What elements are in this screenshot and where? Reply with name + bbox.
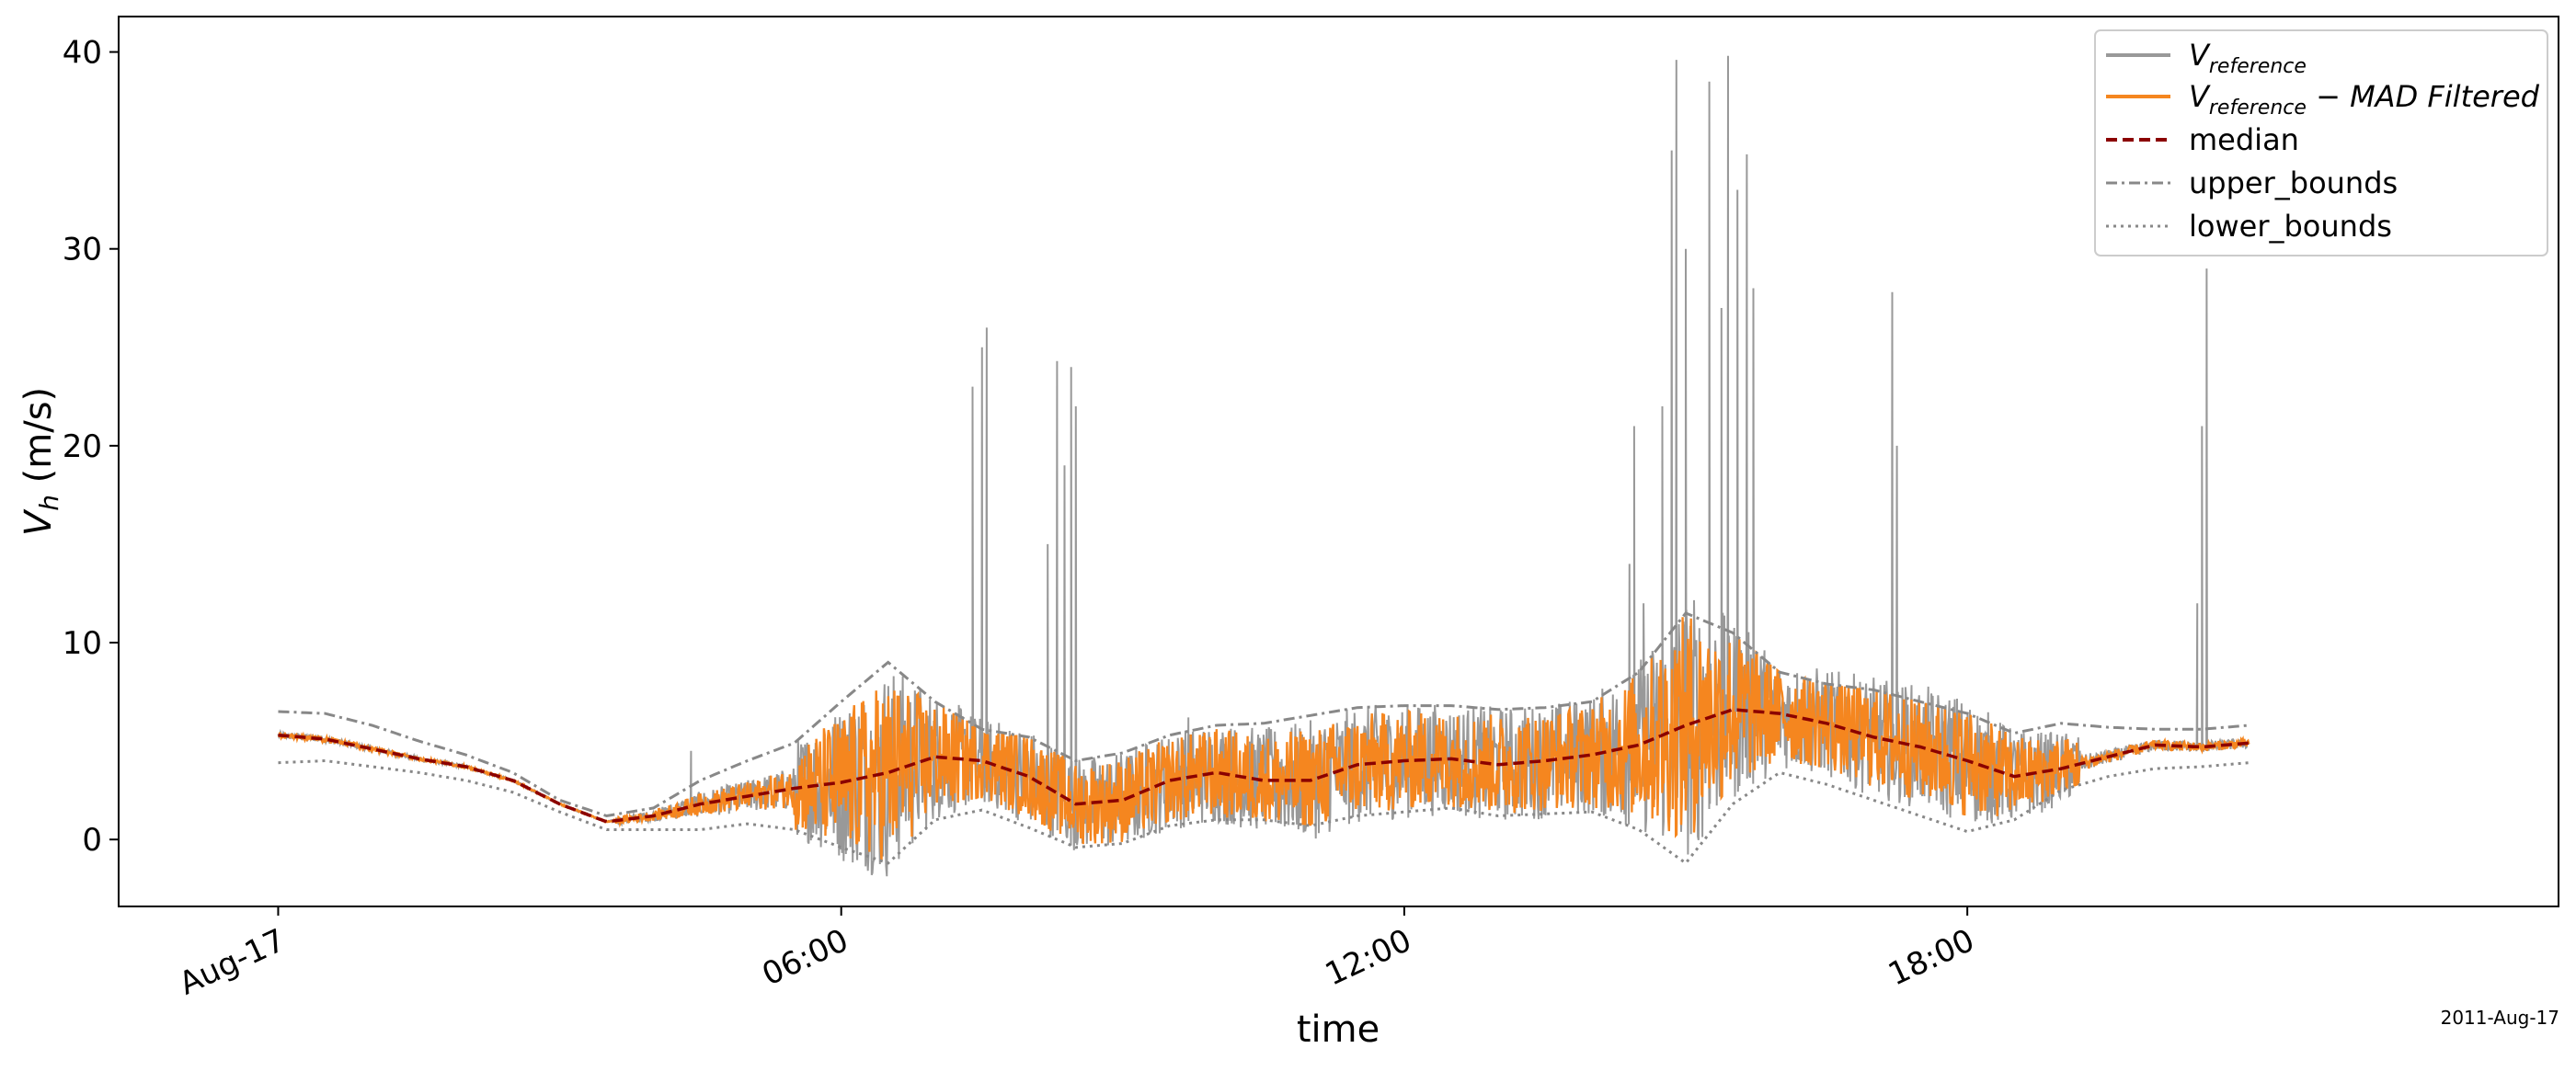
- y-tick-label: 30: [63, 232, 102, 268]
- date-offset-label: 2011-Aug-17: [2441, 1007, 2559, 1029]
- legend-label-lower: lower_bounds: [2189, 209, 2392, 244]
- legend: Vreference Vreference − MAD Filtered med…: [2094, 29, 2548, 256]
- upper-bounds-line: [278, 611, 2250, 818]
- x-axis-label: time: [1297, 1008, 1380, 1051]
- y-axis: 0 10 20 30 40: [63, 35, 119, 859]
- plot-frame: [118, 16, 2559, 907]
- legend-label-reference: Vreference: [2189, 38, 2307, 78]
- y-tick-label: 10: [63, 625, 102, 662]
- series-layer: [277, 55, 2250, 877]
- y-tick-label: 40: [63, 35, 102, 72]
- y-tick-label: 0: [82, 822, 102, 859]
- y-tick-label: 20: [63, 428, 102, 465]
- median-line: [278, 708, 2250, 824]
- legend-label-filtered: Vreference − MAD Filtered: [2189, 79, 2540, 120]
- legend-label-median: median: [2189, 122, 2299, 157]
- y-axis-label: Vh (m/s): [17, 387, 64, 536]
- legend-label-upper: upper_bounds: [2189, 165, 2398, 200]
- lower-bounds-line: [278, 758, 2250, 865]
- legend-box: [2094, 29, 2548, 256]
